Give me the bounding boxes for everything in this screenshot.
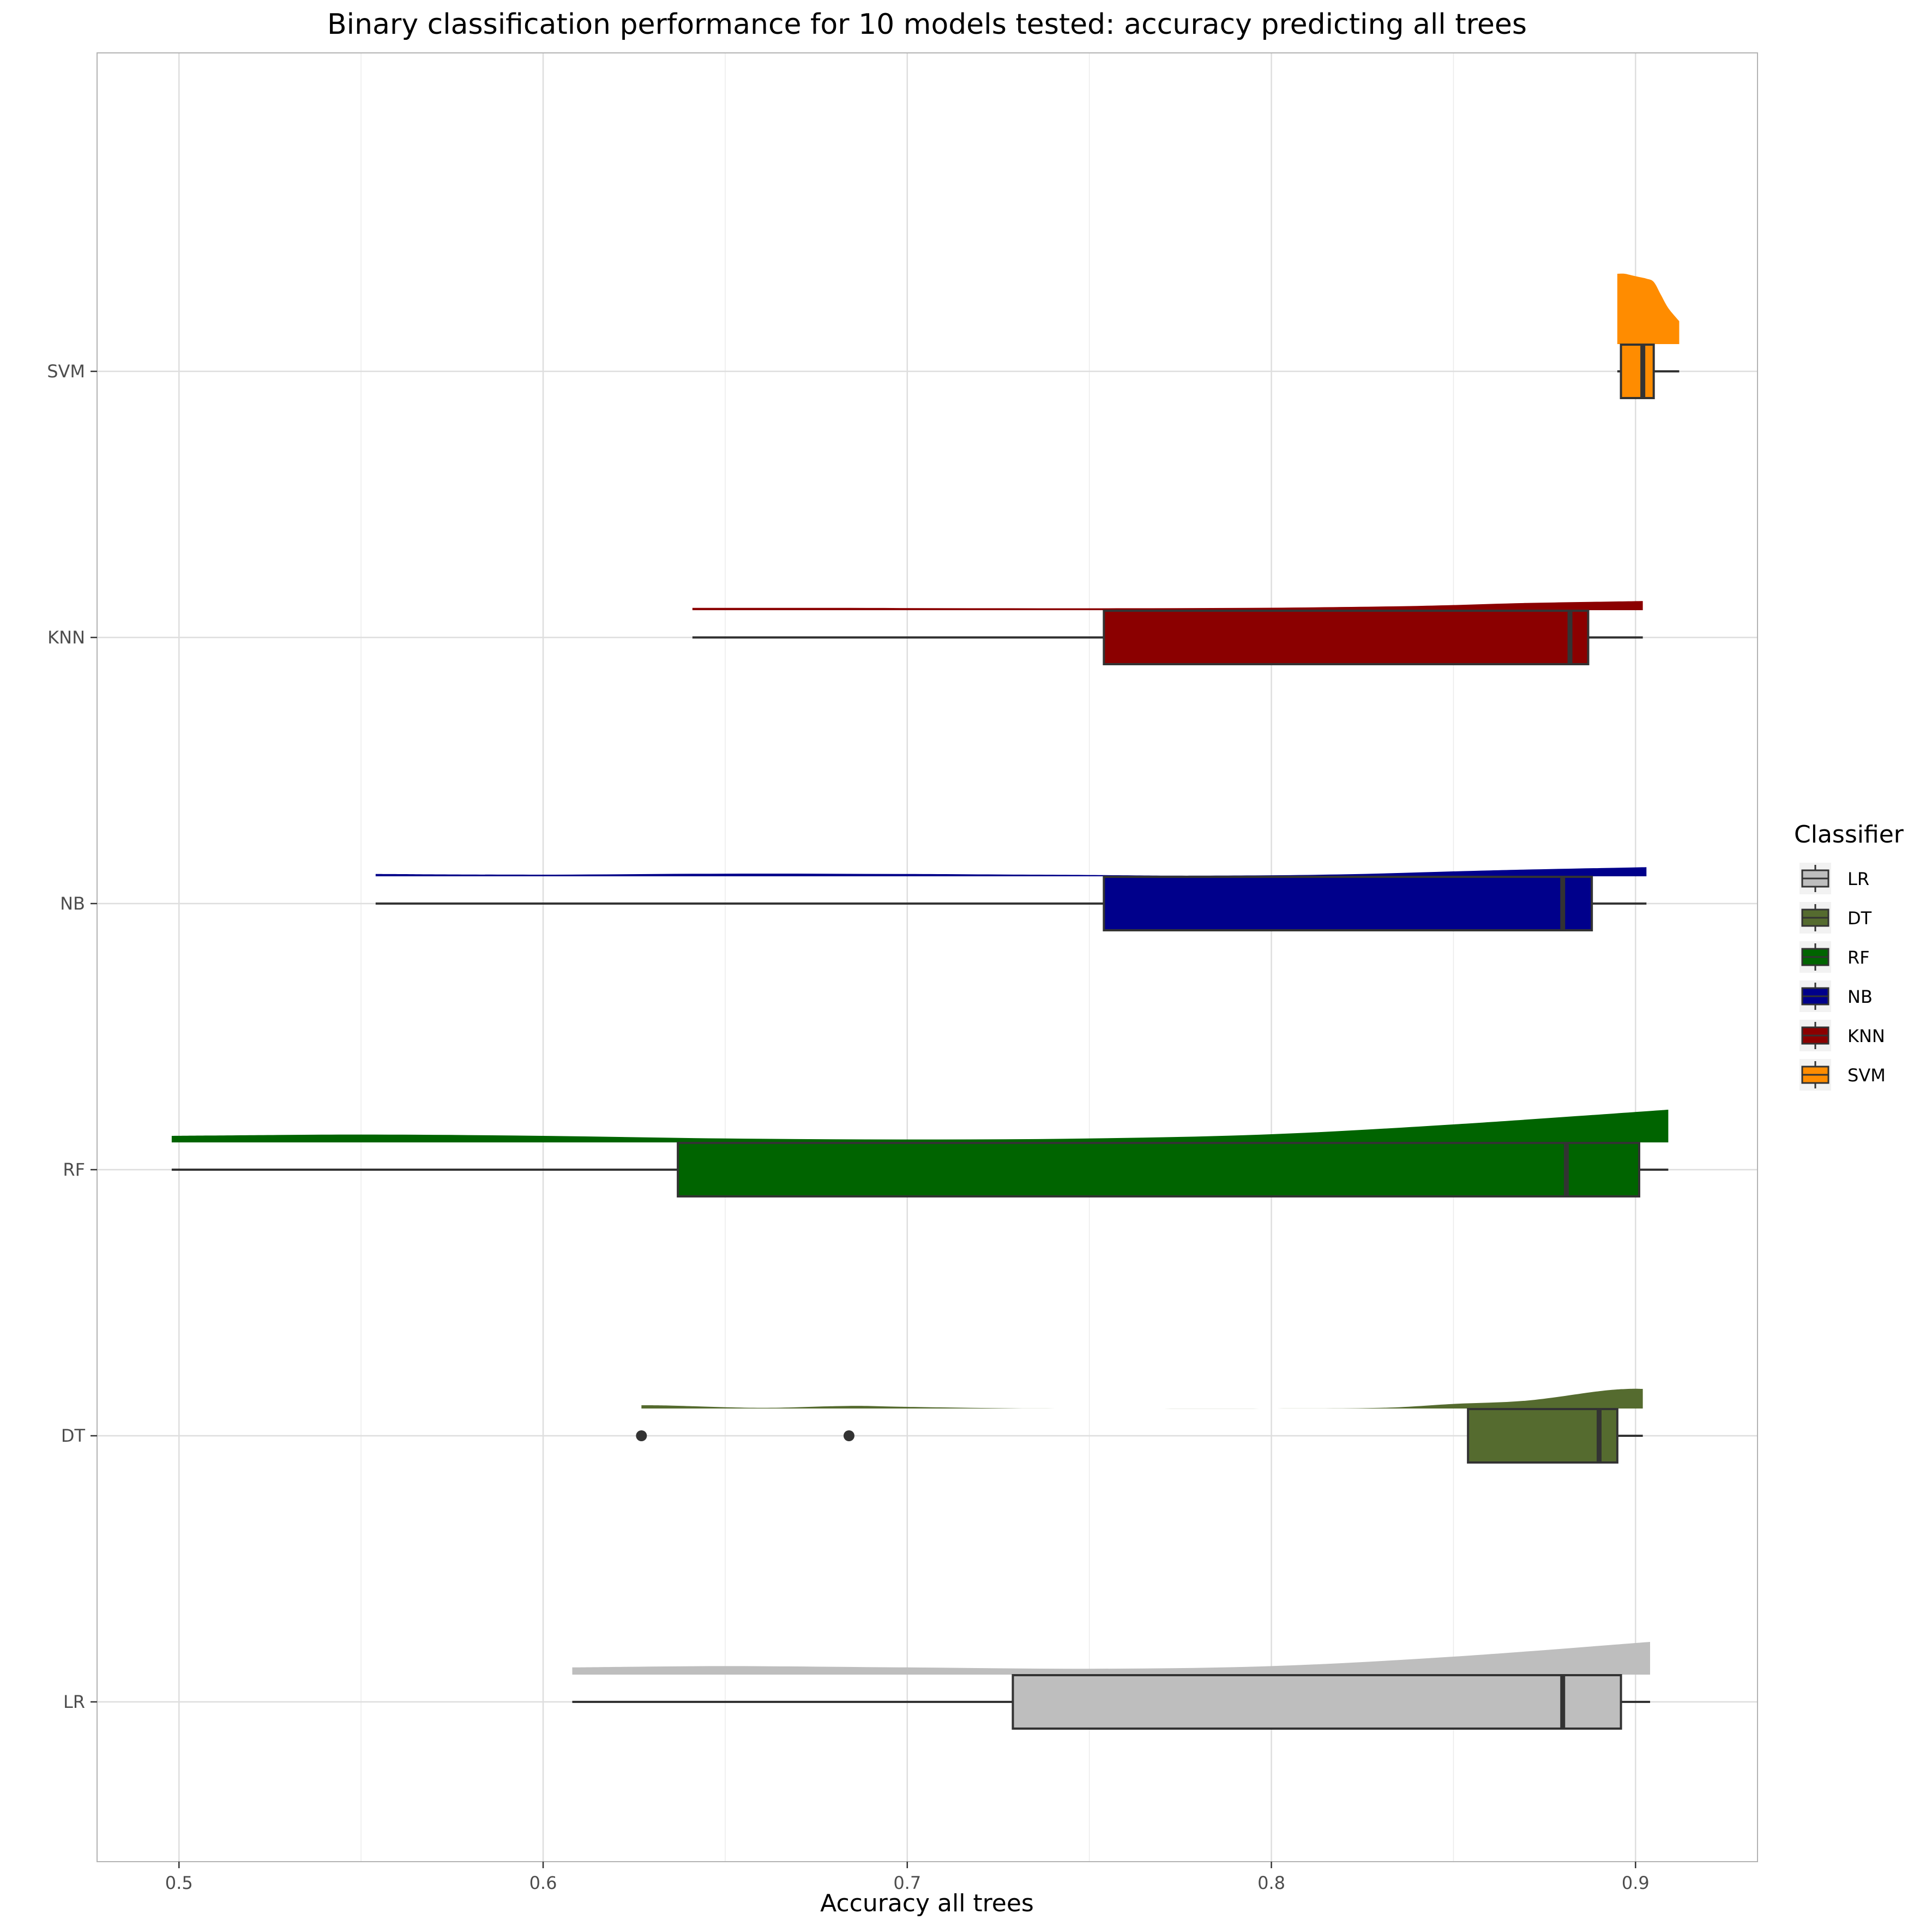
plot-marks bbox=[171, 273, 1680, 1730]
x-tick-label: 0.5 bbox=[165, 1873, 193, 1893]
density-lr bbox=[572, 1642, 1651, 1675]
minor-grid bbox=[360, 53, 1454, 1862]
major-grid bbox=[97, 53, 1758, 1862]
legend-key-knn bbox=[1799, 1020, 1831, 1051]
box-rf bbox=[677, 1142, 1640, 1197]
x-tick-label: 0.7 bbox=[893, 1873, 921, 1893]
raincloud-knn bbox=[692, 601, 1643, 665]
raincloud-nb bbox=[375, 867, 1647, 931]
raincloud-rf bbox=[171, 1110, 1669, 1197]
density-knn bbox=[692, 601, 1643, 610]
outlier-point bbox=[636, 1430, 647, 1441]
legend: Classifier LR DT RF NB KNN SVM bbox=[1794, 821, 1904, 1091]
legend-label: SVM bbox=[1847, 1065, 1886, 1086]
box-svm bbox=[1620, 344, 1655, 399]
raincloud-svm bbox=[1617, 273, 1680, 399]
density-dt bbox=[641, 1388, 1643, 1409]
raincloud-dt bbox=[636, 1388, 1643, 1464]
y-axis-ticks: LR DT RF NB KNN SVM bbox=[47, 361, 97, 1712]
legend-label: NB bbox=[1847, 986, 1873, 1007]
box-knn bbox=[1103, 610, 1590, 665]
y-tick-label: NB bbox=[60, 893, 85, 914]
x-axis-ticks: 0.5 0.6 0.7 0.8 0.9 bbox=[165, 1862, 1650, 1893]
box-dt bbox=[1467, 1408, 1618, 1464]
legend-key-rf bbox=[1799, 941, 1831, 973]
y-tick-label: KNN bbox=[47, 627, 85, 648]
outlier-point bbox=[843, 1430, 854, 1441]
x-tick-label: 0.6 bbox=[529, 1873, 557, 1893]
x-tick-label: 0.8 bbox=[1257, 1873, 1285, 1893]
chart-title: Binary classification performance for 10… bbox=[327, 8, 1527, 41]
box-lr bbox=[1012, 1674, 1622, 1730]
y-tick-label: RF bbox=[63, 1159, 85, 1180]
legend-label: DT bbox=[1847, 908, 1872, 929]
box-nb bbox=[1103, 876, 1593, 931]
legend-key-svm bbox=[1799, 1059, 1831, 1091]
legend-title: Classifier bbox=[1794, 821, 1904, 848]
legend-label: LR bbox=[1847, 869, 1869, 889]
x-tick-label: 0.9 bbox=[1622, 1873, 1650, 1893]
y-tick-label: DT bbox=[61, 1425, 86, 1446]
y-tick-label: LR bbox=[63, 1692, 85, 1712]
raincloud-lr bbox=[572, 1642, 1651, 1730]
plot-panel-border bbox=[97, 52, 1758, 1862]
legend-label: RF bbox=[1847, 947, 1870, 968]
legend-key-dt bbox=[1799, 902, 1831, 934]
density-nb bbox=[375, 867, 1647, 876]
y-tick-label: SVM bbox=[47, 361, 85, 382]
density-rf bbox=[171, 1110, 1669, 1142]
legend-key-lr bbox=[1799, 863, 1831, 894]
legend-key-nb bbox=[1799, 980, 1831, 1012]
legend-label: KNN bbox=[1847, 1026, 1885, 1046]
density-svm bbox=[1617, 273, 1680, 344]
x-axis-title: Accuracy all trees bbox=[820, 1889, 1034, 1917]
